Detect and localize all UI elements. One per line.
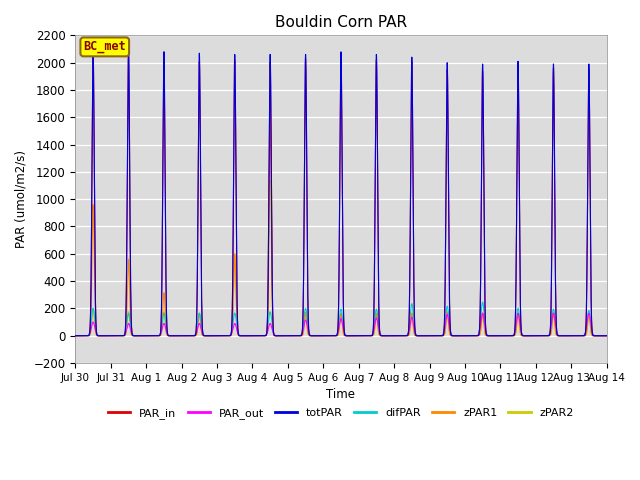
Title: Bouldin Corn PAR: Bouldin Corn PAR bbox=[275, 15, 407, 30]
Text: BC_met: BC_met bbox=[83, 40, 126, 53]
X-axis label: Time: Time bbox=[326, 388, 355, 401]
Y-axis label: PAR (umol/m2/s): PAR (umol/m2/s) bbox=[15, 150, 28, 248]
Legend: PAR_in, PAR_out, totPAR, difPAR, zPAR1, zPAR2: PAR_in, PAR_out, totPAR, difPAR, zPAR1, … bbox=[104, 403, 579, 423]
